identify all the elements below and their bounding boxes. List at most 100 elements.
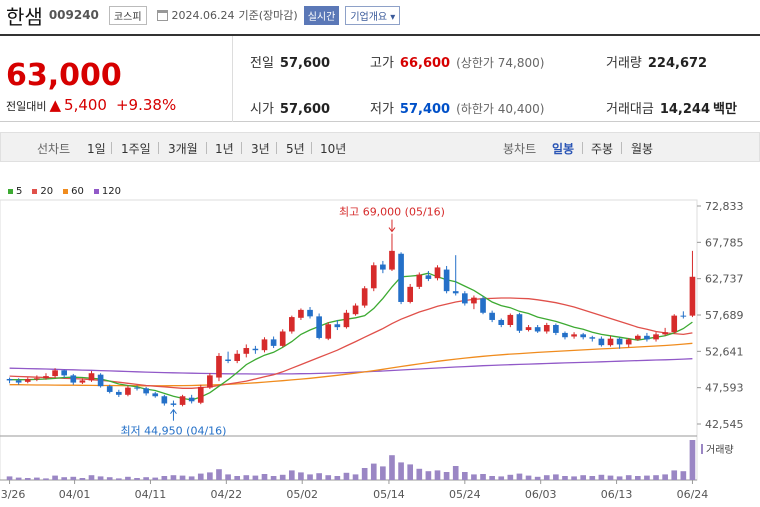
candle-body: [307, 309, 313, 317]
volume-bar: [325, 475, 332, 480]
tab-10y[interactable]: 10년: [320, 142, 347, 156]
volume-bar: [307, 474, 313, 480]
volume-bar: [471, 474, 477, 480]
divider: [621, 142, 622, 154]
ma20-line: [9, 297, 693, 389]
divider: [582, 142, 583, 154]
volume-bar: [516, 473, 523, 480]
volume-bar: [352, 474, 359, 480]
candle-body: [143, 388, 149, 394]
candle-body: [671, 315, 678, 333]
volume-bar: [525, 475, 532, 480]
candle-body: [480, 298, 486, 313]
volume-bar: [361, 468, 368, 480]
tab-3y[interactable]: 3년: [251, 142, 270, 156]
legend-swatch: [93, 189, 99, 194]
candle-body: [134, 387, 140, 389]
candle-body: [34, 378, 40, 380]
high-value: 66,600: [399, 56, 451, 71]
candle-body: [443, 269, 450, 292]
volume-bar: [489, 476, 495, 480]
candle-body: [452, 291, 459, 294]
stock-name: 한샘: [6, 4, 43, 29]
candle-body: [461, 293, 468, 304]
volume-bar: [61, 477, 68, 480]
volume-bar: [316, 473, 322, 480]
tab-1d[interactable]: 1일: [87, 142, 106, 156]
volume-legend-swatch: [701, 444, 703, 454]
open-price: 시가 57,600: [250, 98, 330, 117]
lower-limit-value: 40,400: [497, 102, 540, 116]
upper-limit: (상한가 74,800): [456, 56, 545, 70]
candle-body: [261, 339, 268, 351]
candle-body: [571, 334, 577, 337]
candle-body: [343, 312, 350, 328]
volume-bar: [34, 477, 40, 480]
volume-bar: [543, 475, 550, 480]
candle-body: [562, 332, 568, 338]
volume-bar: [234, 476, 241, 480]
company-overview-dropdown[interactable]: 기업개요 ▾: [345, 5, 401, 25]
candle-body: [653, 334, 659, 340]
change-percent: +9.38%: [115, 96, 177, 114]
date-info: 2024.06.24 기준(장마감): [156, 7, 298, 23]
volume-bar: [653, 475, 659, 480]
tab-monthly[interactable]: 월봉: [631, 142, 654, 156]
candle-body: [607, 338, 614, 346]
volume-bar: [197, 473, 204, 480]
candle-body: [188, 397, 195, 402]
divider: [206, 142, 207, 154]
tab-5y[interactable]: 5년: [286, 142, 305, 156]
amount-label: 거래대금: [606, 102, 654, 117]
candle-body: [152, 393, 159, 397]
legend-label: 5: [16, 186, 23, 197]
candle-body: [288, 317, 295, 332]
volume-bar: [97, 476, 104, 480]
divider: [311, 142, 312, 154]
company-overview-label: 기업개요: [350, 11, 388, 23]
quote-date: 2024.06.24: [171, 8, 235, 22]
candle-body: [553, 324, 559, 333]
open-label: 시가: [250, 102, 274, 117]
amount-unit: 백만: [713, 102, 737, 117]
change-value: 5,400: [64, 96, 107, 114]
ma5-line: [9, 272, 693, 401]
candle-body: [270, 339, 277, 346]
volume-bar: [461, 472, 468, 480]
chart-axes: 72,833 67,785 62,737 57,689 52,641 47,593 42,5…: [0, 200, 744, 501]
candle-body: [179, 396, 186, 405]
volume-bar: [634, 476, 641, 480]
candle-body: [97, 374, 104, 387]
y-tick-label: 62,737: [705, 273, 744, 286]
x-tick-label: 06/03: [525, 488, 557, 501]
tab-3m[interactable]: 3개월: [168, 142, 198, 156]
tab-1w[interactable]: 1주일: [121, 142, 151, 156]
tab-weekly[interactable]: 주봉: [591, 142, 614, 156]
candle-body: [616, 338, 623, 345]
volume-bar: [225, 474, 231, 480]
x-tick-label: 03/26: [0, 488, 25, 501]
divider: [111, 142, 112, 154]
candle-body: [689, 276, 696, 316]
tab-daily[interactable]: 일봉: [552, 142, 575, 156]
volume-bar: [125, 476, 131, 480]
lower-limit: (하한가 40,400): [456, 102, 545, 116]
tab-1y[interactable]: 1년: [215, 142, 234, 156]
price-change: 전일대비 ▲ 5,400 +9.38%: [6, 96, 176, 114]
calendar-icon: [156, 9, 168, 21]
volume-bar: [562, 476, 568, 480]
candle-body: [598, 338, 605, 346]
realtime-button[interactable]: 실시간: [303, 5, 340, 25]
volume-value: 224,672: [647, 56, 708, 71]
volume-bar: [671, 470, 678, 480]
candle-body: [298, 309, 304, 318]
ma-legend: 5 20 60 120: [8, 186, 121, 197]
volume-bar: [216, 469, 222, 480]
candle-body: [534, 327, 541, 332]
volume-bar: [380, 466, 386, 480]
legend-ma120: 120: [93, 186, 121, 197]
change-label: 전일대비: [6, 100, 47, 113]
candle-body: [370, 265, 377, 289]
y-tick-label: 42,545: [705, 418, 744, 431]
legend-swatch: [32, 189, 38, 194]
